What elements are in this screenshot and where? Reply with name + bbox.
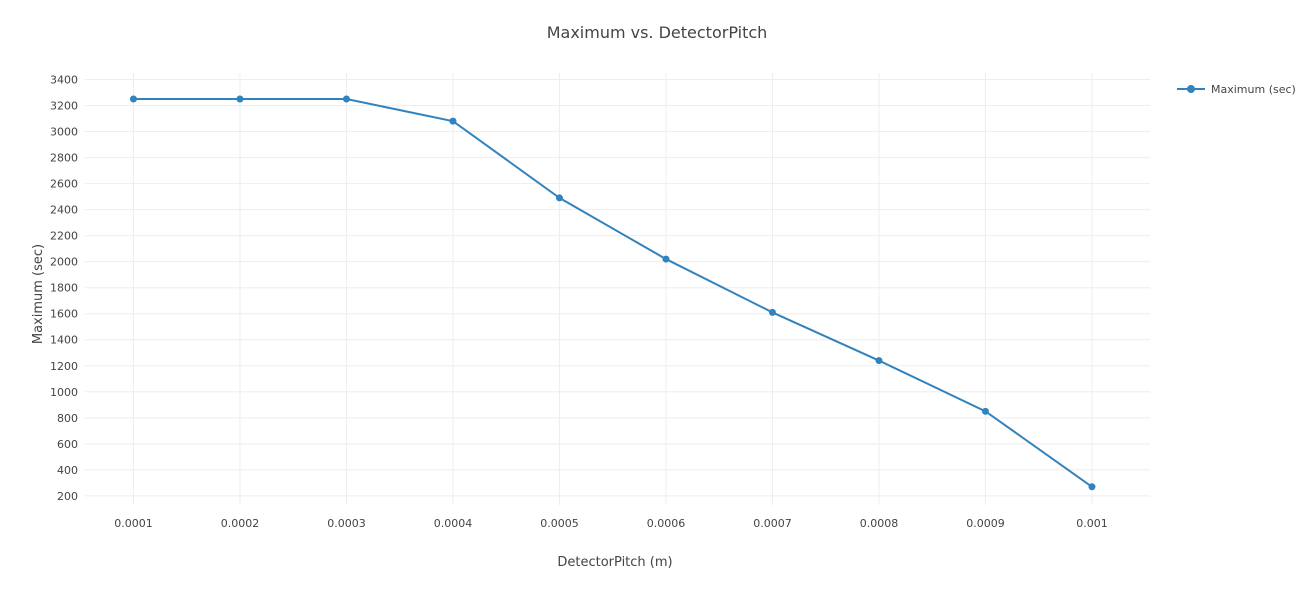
data-point[interactable] [662, 255, 670, 263]
x-tick-label: 0.0005 [540, 517, 579, 530]
y-tick-label: 400 [57, 464, 78, 477]
y-tick-label: 600 [57, 438, 78, 451]
legend[interactable]: Maximum (sec) [1177, 83, 1296, 96]
y-tick-label: 1200 [50, 360, 78, 373]
x-tick-label: 0.0007 [753, 517, 792, 530]
y-tick-label: 1800 [50, 282, 78, 295]
y-tick-label: 3200 [50, 100, 78, 113]
x-tick-label: 0.0009 [966, 517, 1005, 530]
y-tick-label: 1000 [50, 386, 78, 399]
y-tick-label: 2000 [50, 256, 78, 269]
x-tick-label: 0.0002 [221, 517, 260, 530]
data-point[interactable] [236, 95, 244, 103]
y-tick-label: 1400 [50, 334, 78, 347]
y-tick-label: 2400 [50, 204, 78, 217]
x-tick-label: 0.0008 [860, 517, 899, 530]
data-point[interactable] [875, 357, 883, 365]
series-layer [129, 95, 1096, 491]
data-point[interactable] [555, 194, 563, 202]
y-tick-label: 3000 [50, 126, 78, 139]
x-axis-ticks: 0.0001 0.0002 0.0003 0.0004 0.0005 0.0006 0.00… [114, 517, 1108, 530]
x-tick-label: 0.0001 [114, 517, 153, 530]
y-tick-label: 3400 [50, 74, 78, 87]
y-tick-label: 2800 [50, 152, 78, 165]
x-axis-title: DetectorPitch (m) [557, 555, 672, 570]
y-tick-label: 2200 [50, 230, 78, 243]
x-tick-label: 0.0006 [647, 517, 686, 530]
y-axis-ticks: 200 400 600 800 1000 1200 1400 1600 1800 2000 2200… [50, 74, 78, 503]
y-tick-label: 1600 [50, 308, 78, 321]
data-point[interactable] [449, 117, 457, 125]
x-tick-label: 0.0003 [327, 517, 366, 530]
y-tick-label: 200 [57, 490, 78, 503]
x-tick-label: 0.0004 [434, 517, 473, 530]
series-line [133, 98, 1093, 488]
x-tick-label: 0.001 [1076, 517, 1108, 530]
y-tick-label: 800 [57, 412, 78, 425]
chart-title: Maximum vs. DetectorPitch [547, 23, 768, 42]
data-point[interactable] [129, 95, 137, 103]
y-tick-label: 2600 [50, 178, 78, 191]
y-axis-title: Maximum (sec) [31, 244, 46, 344]
grid-layer [85, 73, 1150, 505]
data-point[interactable] [1088, 483, 1096, 491]
data-point[interactable] [342, 95, 350, 103]
data-point[interactable] [981, 407, 989, 415]
legend-label-maximum: Maximum (sec) [1211, 83, 1296, 96]
data-point[interactable] [768, 308, 776, 316]
legend-marker [1187, 85, 1195, 93]
